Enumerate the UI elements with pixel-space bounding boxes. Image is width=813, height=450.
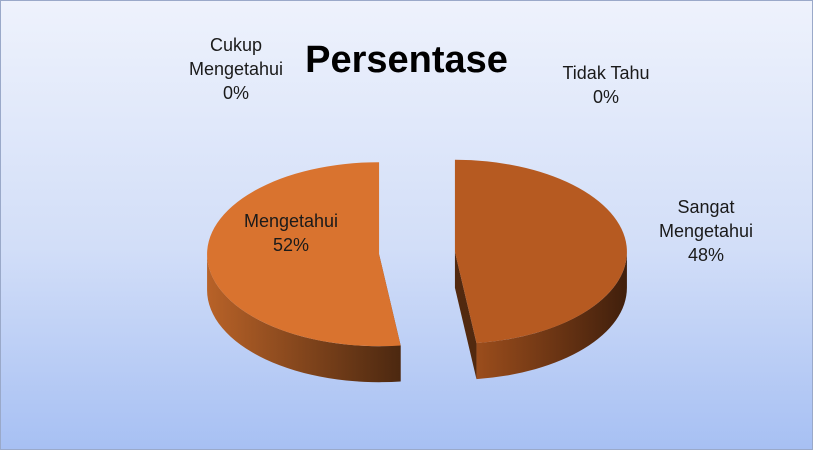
slice-side <box>476 251 627 380</box>
data-label: Tidak Tahu 0% <box>536 61 676 109</box>
slice <box>207 162 401 383</box>
label-value: 52% <box>272 235 310 255</box>
slice <box>454 159 627 380</box>
slice-cut-face <box>454 251 477 380</box>
slice-top <box>454 159 627 344</box>
data-label: Sangat Mengetahui 48% <box>641 195 771 267</box>
label-category: Tidak Tahu <box>562 63 650 83</box>
label-value: 48% <box>687 245 725 265</box>
label-value: 0% <box>222 83 249 103</box>
label-value: 0% <box>592 87 619 107</box>
slice-top <box>207 162 401 347</box>
label-category: Cukup Mengetahui <box>188 35 284 79</box>
data-label: Cukup Mengetahui 0% <box>166 33 306 105</box>
data-label: Mengetahui 52% <box>226 209 356 257</box>
label-category: Sangat Mengetahui <box>658 197 754 241</box>
label-category: Mengetahui <box>243 211 339 231</box>
slice-side <box>207 254 401 383</box>
chart-title: Persentase <box>305 39 508 81</box>
